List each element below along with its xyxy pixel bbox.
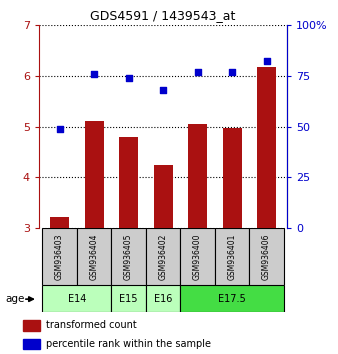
Bar — [77, 228, 111, 285]
Bar — [42, 228, 77, 285]
Text: GSM936405: GSM936405 — [124, 233, 133, 280]
Text: GSM936402: GSM936402 — [159, 233, 168, 280]
Bar — [119, 137, 138, 354]
Point — [264, 58, 269, 64]
Title: GDS4591 / 1439543_at: GDS4591 / 1439543_at — [90, 9, 236, 22]
Bar — [42, 285, 111, 312]
Bar — [249, 228, 284, 285]
Bar — [223, 127, 242, 354]
Bar — [146, 228, 180, 285]
Text: transformed count: transformed count — [46, 320, 137, 331]
Bar — [215, 228, 249, 285]
Text: E16: E16 — [154, 293, 172, 304]
Bar — [257, 67, 276, 354]
Point — [57, 126, 62, 131]
Text: E15: E15 — [119, 293, 138, 304]
Bar — [146, 285, 180, 312]
Bar — [180, 228, 215, 285]
Text: GSM936404: GSM936404 — [90, 233, 99, 280]
Text: GSM936403: GSM936403 — [55, 233, 64, 280]
Bar — [23, 320, 40, 331]
Bar — [50, 217, 69, 354]
Text: age: age — [5, 294, 24, 304]
Point — [230, 69, 235, 74]
Text: E17.5: E17.5 — [218, 293, 246, 304]
Point — [126, 75, 131, 81]
Bar — [84, 121, 103, 354]
Text: percentile rank within the sample: percentile rank within the sample — [46, 339, 212, 349]
Point — [161, 87, 166, 93]
Bar — [153, 165, 173, 354]
Bar — [23, 339, 40, 349]
Bar — [111, 228, 146, 285]
Point — [91, 71, 97, 76]
Text: GSM936400: GSM936400 — [193, 233, 202, 280]
Bar — [188, 124, 207, 354]
Text: GSM936406: GSM936406 — [262, 233, 271, 280]
Text: E14: E14 — [68, 293, 86, 304]
Bar — [180, 285, 284, 312]
Text: GSM936401: GSM936401 — [227, 233, 237, 280]
Point — [195, 69, 200, 74]
Bar — [111, 285, 146, 312]
